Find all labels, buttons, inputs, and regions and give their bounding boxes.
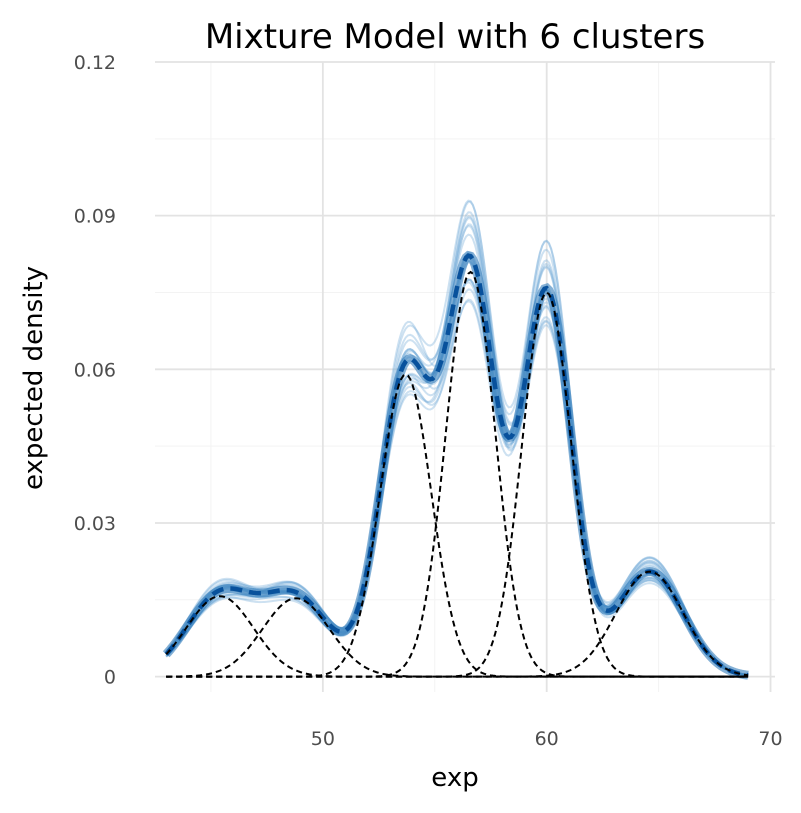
y-tick-label: 0 — [104, 667, 116, 689]
mixture-mean-line — [164, 253, 749, 678]
cluster-component-curve — [165, 595, 749, 678]
y-axis-ticks: 0 0.03 0.06 0.09 0.12 — [74, 52, 116, 689]
posterior-draw-line — [165, 278, 749, 677]
y-tick-label: 0.09 — [74, 206, 116, 228]
posterior-draw-line — [165, 281, 749, 677]
posterior-draw-line — [165, 215, 749, 677]
cluster-component-curve — [166, 597, 749, 678]
y-axis-label: expected density — [19, 266, 49, 490]
y-tick-label: 0.06 — [74, 359, 116, 381]
x-axis-label: exp — [431, 763, 478, 793]
cluster-component-curves — [165, 270, 749, 678]
cluster-component-curve — [166, 570, 749, 678]
x-axis-ticks: 50 60 70 — [311, 728, 783, 750]
cluster-component-curve — [166, 270, 749, 678]
x-tick-label: 50 — [311, 728, 335, 750]
y-tick-label: 0.03 — [74, 513, 116, 535]
chart-title: Mixture Model with 6 clusters — [205, 17, 705, 57]
x-tick-label: 70 — [758, 728, 782, 750]
cluster-component-curve — [166, 373, 749, 678]
y-tick-label: 0.12 — [74, 52, 116, 74]
cluster-component-curve — [166, 291, 749, 678]
posterior-draw-line — [165, 300, 749, 677]
mixture-mean-lines — [162, 250, 749, 680]
posterior-draw-line — [165, 217, 749, 677]
x-tick-label: 60 — [535, 728, 559, 750]
